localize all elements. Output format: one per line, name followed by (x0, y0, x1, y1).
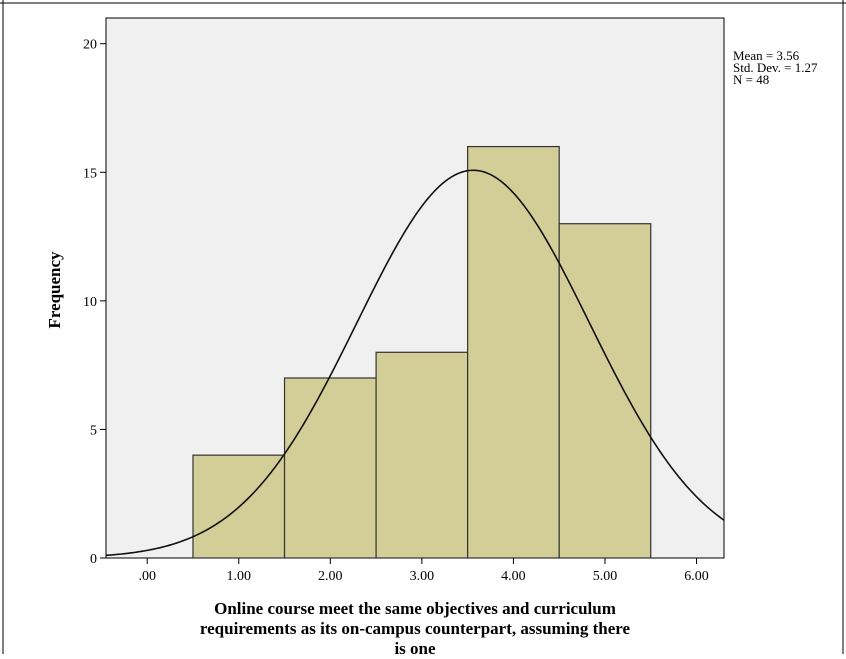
x-tick-label-3: 3.00 (410, 569, 435, 584)
x-axis-title-line-1: Online course meet the same objectives a… (214, 599, 616, 618)
x-tick-label-1: 1.00 (227, 569, 252, 584)
histogram-bars (192, 145, 652, 559)
normal-curve (105, 169, 725, 557)
y-tick-label-20: 20 (83, 38, 97, 53)
y-tick-label-0: 0 (90, 552, 97, 567)
stats-line-1: Mean = 3.56 (733, 48, 800, 63)
x-tick-label-5: 5.00 (593, 569, 618, 584)
x-tick-label-6: 6.00 (684, 569, 709, 584)
normal-curve-line (105, 169, 725, 557)
x-tick-label-2: 2.00 (318, 569, 343, 584)
y-tick-label-5: 5 (90, 423, 97, 438)
x-axis-title-line-3: is one (394, 639, 436, 654)
x-tick-label-0: .00 (138, 569, 156, 584)
x-tick-label-4: 4.00 (501, 569, 526, 584)
histogram-bar-4 (467, 145, 560, 559)
stats-line-2: Std. Dev. = 1.27 (733, 60, 818, 75)
y-tick-label-15: 15 (83, 166, 97, 181)
stats-line-3: N = 48 (733, 72, 769, 87)
histogram-bar-5 (558, 223, 652, 559)
y-tick-label-10: 10 (83, 295, 97, 310)
y-axis-title: Frequency (45, 251, 64, 329)
histogram-bar-2 (283, 377, 377, 559)
histogram-bar-3 (375, 351, 469, 559)
axes: 0 5 10 15 20 .00 1.00 2.00 3.00 4.00 5.00 6.00 (83, 38, 709, 584)
x-axis-title-line-2: requirements as its on-campus counterpar… (200, 619, 631, 638)
axis-labels: Frequency Online course meet the same obj… (45, 251, 631, 658)
